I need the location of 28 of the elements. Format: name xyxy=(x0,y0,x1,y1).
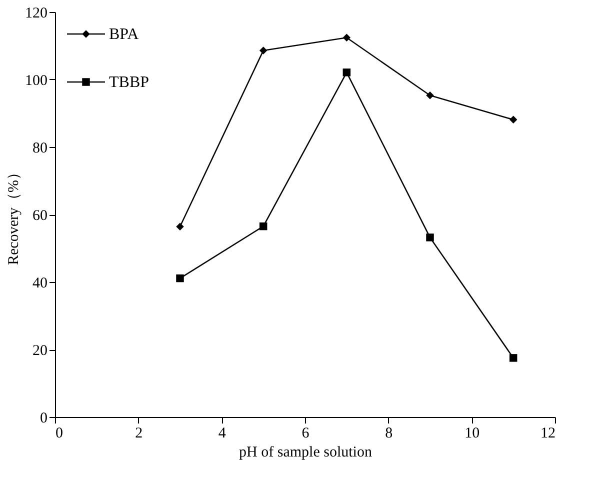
point xyxy=(426,234,434,242)
point xyxy=(176,274,184,282)
y-tick-label: 120 xyxy=(25,6,48,22)
y-tick-label: 40 xyxy=(32,276,48,292)
x-tick-label: 4 xyxy=(218,426,226,442)
y-tick-label: 20 xyxy=(32,343,48,359)
point xyxy=(426,91,434,100)
x-tick-label: 6 xyxy=(302,426,310,442)
point xyxy=(509,354,518,362)
x-axis-title: pH of sample solution xyxy=(239,444,372,460)
y-tick-label: 80 xyxy=(32,140,48,156)
y-tick-label: 0 xyxy=(40,410,48,426)
y-tick-label: 60 xyxy=(32,208,48,224)
x-tick-label: 8 xyxy=(385,426,393,442)
point xyxy=(342,68,351,76)
legend-label: BPA xyxy=(109,26,140,43)
y-axis-title: Recovery（%） xyxy=(6,165,22,265)
point xyxy=(259,222,268,230)
point xyxy=(342,34,351,42)
x-tick-label: 0 xyxy=(56,426,63,442)
point xyxy=(509,116,518,124)
legend-label: TBBP xyxy=(109,74,150,91)
y-tick-label: 100 xyxy=(25,73,48,89)
x-tick-label: 2 xyxy=(135,426,143,442)
point xyxy=(259,46,268,54)
x-tick-label: 10 xyxy=(464,426,480,442)
x-tick-label: 12 xyxy=(540,426,556,442)
point xyxy=(176,222,184,231)
